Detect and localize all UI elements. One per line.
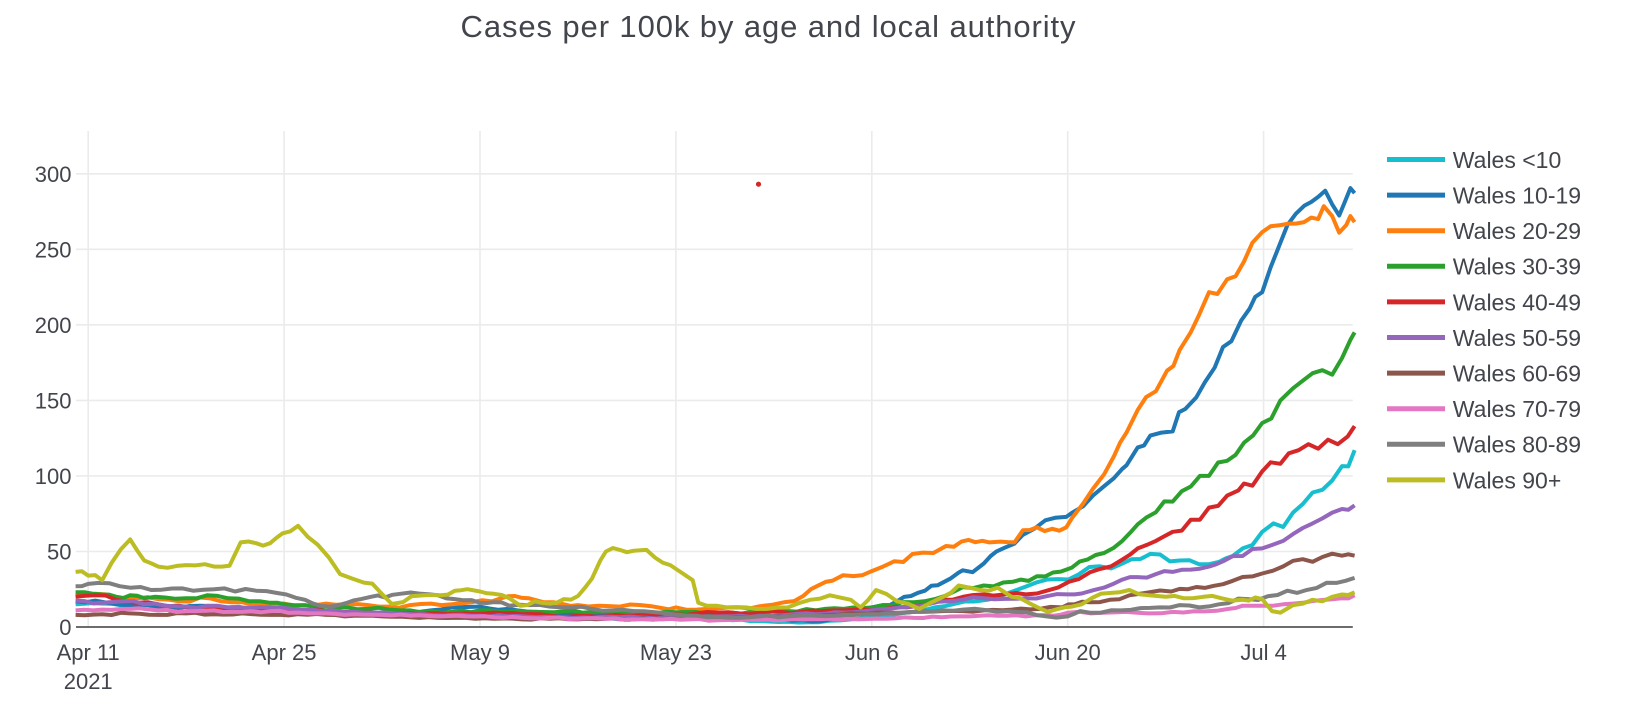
svg-text:Wales 30-39: Wales 30-39 <box>1453 254 1581 280</box>
svg-text:50: 50 <box>47 540 71 565</box>
svg-text:Wales 20-29: Wales 20-29 <box>1453 218 1581 244</box>
svg-text:Cases per 100k by age and loca: Cases per 100k by age and local authorit… <box>461 9 1077 44</box>
svg-text:Wales 80-89: Wales 80-89 <box>1453 432 1581 458</box>
svg-text:Wales 40-49: Wales 40-49 <box>1453 289 1581 315</box>
svg-text:2021: 2021 <box>64 669 113 694</box>
svg-text:250: 250 <box>35 237 72 262</box>
svg-text:Jun 6: Jun 6 <box>845 640 899 665</box>
svg-text:May 9: May 9 <box>450 640 510 665</box>
svg-text:300: 300 <box>35 162 72 187</box>
svg-text:Apr 25: Apr 25 <box>252 640 317 665</box>
svg-text:150: 150 <box>35 388 72 413</box>
svg-text:100: 100 <box>35 464 72 489</box>
svg-text:May 23: May 23 <box>640 640 712 665</box>
svg-text:Jul 4: Jul 4 <box>1240 640 1286 665</box>
svg-text:Jun 20: Jun 20 <box>1035 640 1101 665</box>
svg-text:0: 0 <box>59 615 71 640</box>
svg-text:Wales 50-59: Wales 50-59 <box>1453 325 1581 351</box>
svg-text:Wales 70-79: Wales 70-79 <box>1453 396 1581 422</box>
svg-text:200: 200 <box>35 313 72 338</box>
svg-text:Wales 90+: Wales 90+ <box>1453 467 1561 493</box>
svg-text:Wales <10: Wales <10 <box>1453 147 1561 173</box>
svg-text:Wales 60-69: Wales 60-69 <box>1453 361 1581 387</box>
svg-text:Wales 10-19: Wales 10-19 <box>1453 183 1581 209</box>
svg-text:Apr 11: Apr 11 <box>57 640 120 665</box>
